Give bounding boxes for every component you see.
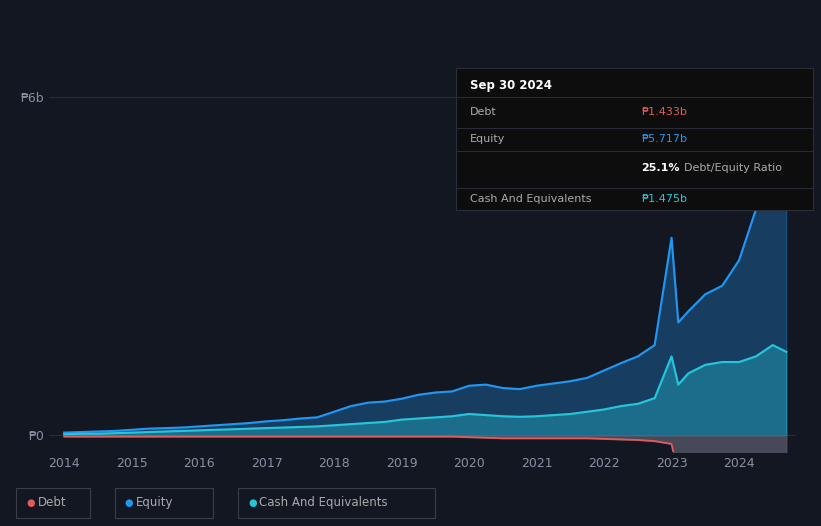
Text: Cash And Equivalents: Cash And Equivalents <box>470 194 591 204</box>
Text: 25.1%: 25.1% <box>641 163 680 173</box>
Text: ●: ● <box>248 498 256 508</box>
Text: ●: ● <box>26 498 34 508</box>
Text: Equity: Equity <box>136 497 174 509</box>
Text: Debt: Debt <box>38 497 67 509</box>
Text: ●: ● <box>125 498 133 508</box>
Text: ₱1.475b: ₱1.475b <box>641 194 687 204</box>
Text: Cash And Equivalents: Cash And Equivalents <box>259 497 388 509</box>
Text: ₱5.717b: ₱5.717b <box>641 134 687 145</box>
Text: ₱1.433b: ₱1.433b <box>641 107 687 117</box>
Text: Equity: Equity <box>470 134 505 145</box>
Text: Debt/Equity Ratio: Debt/Equity Ratio <box>684 163 782 173</box>
Text: Sep 30 2024: Sep 30 2024 <box>470 79 552 92</box>
Text: Debt: Debt <box>470 107 497 117</box>
